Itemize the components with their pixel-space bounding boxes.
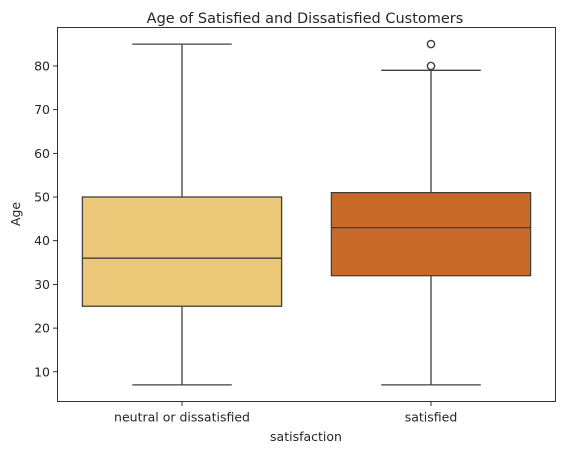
y-tick-label-30: 30 [34, 277, 50, 292]
plot-frame [57, 27, 556, 402]
y-axis-label: Age [8, 202, 23, 226]
x-axis-label: satisfaction [270, 429, 342, 444]
box-satisfied [330, 192, 532, 277]
x-tick-label-satisfied: satisfied [405, 410, 458, 425]
x-tick-label-neutral-or-dissatisfied: neutral or dissatisfied [114, 410, 250, 425]
box-neutral-or-dissatisfied [81, 196, 283, 307]
outlier-satisfied [426, 39, 436, 49]
y-tick-label-10: 10 [34, 364, 50, 379]
y-tick-label-80: 80 [34, 58, 50, 73]
chart-title: Age of Satisfied and Dissatisfied Custom… [147, 11, 464, 27]
y-tick-label-20: 20 [34, 321, 50, 336]
y-tick-label-70: 70 [34, 102, 50, 117]
outlier-satisfied [426, 61, 436, 71]
y-tick-label-60: 60 [34, 146, 50, 161]
y-tick-label-50: 50 [34, 190, 50, 205]
y-tick-label-40: 40 [34, 233, 50, 248]
